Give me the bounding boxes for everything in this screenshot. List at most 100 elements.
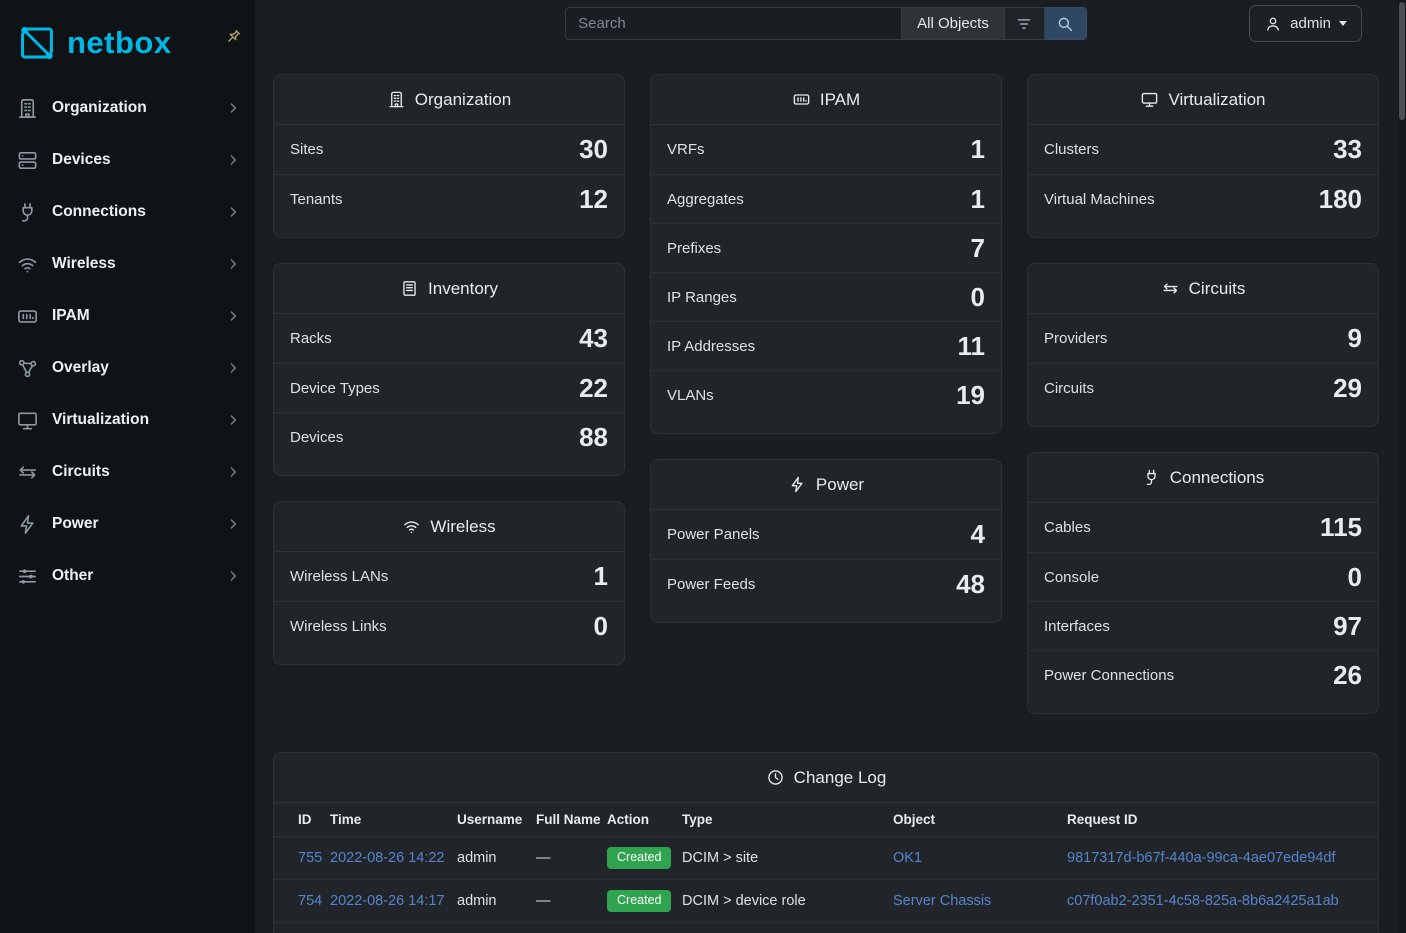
stat-row[interactable]: Power Connections 26 — [1028, 650, 1378, 699]
chevron-right-icon — [225, 568, 241, 584]
building-icon — [387, 90, 406, 109]
changelog-request-id-link[interactable]: c07f0ab2-2351-4c58-825a-8b6a2425a1ab — [1067, 893, 1339, 909]
changelog-time-link[interactable]: 2022-08-26 14:22 — [330, 850, 445, 866]
stat-row[interactable]: Console 0 — [1028, 552, 1378, 601]
changelog-id-link[interactable]: 755 — [298, 850, 323, 866]
stat-row[interactable]: Power Feeds 48 — [651, 559, 1001, 608]
counter-icon — [792, 90, 811, 109]
stat-row[interactable]: Wireless Links 0 — [274, 601, 624, 650]
stat-label: Tenants — [290, 190, 343, 208]
filter-button[interactable] — [1004, 7, 1045, 40]
stat-row[interactable]: Cables 115 — [1028, 503, 1378, 552]
sidebar-item-virtualization[interactable]: Virtualization — [0, 394, 255, 446]
card-body: VRFs 1 Aggregates 1 Prefixes 7 IP Ranges… — [651, 125, 1001, 433]
stat-label: Aggregates — [667, 190, 744, 208]
sidebar-item-label: Devices — [52, 151, 111, 168]
brand: netbox — [0, 0, 255, 80]
stat-value: 1 — [970, 134, 985, 164]
chevron-right-icon — [225, 152, 241, 168]
stat-row[interactable]: Circuits 29 — [1028, 363, 1378, 412]
stat-row[interactable]: Sites 30 — [274, 125, 624, 174]
scrollbar-thumb[interactable] — [1399, 2, 1405, 120]
circuits-card: Circuits Providers 9 Circuits 29 — [1027, 263, 1379, 427]
stat-row[interactable]: Device Types 22 — [274, 363, 624, 412]
pin-sidebar-icon[interactable] — [224, 28, 242, 46]
stat-value: 180 — [1318, 183, 1362, 214]
stat-value: 0 — [593, 610, 608, 641]
sidebar-item-label: Other — [52, 567, 94, 584]
caret-down-icon — [1339, 21, 1347, 26]
sidebar-item-organization[interactable]: Organization — [0, 82, 255, 134]
changelog-object-link[interactable]: Server Chassis — [893, 893, 992, 909]
stat-row[interactable]: IP Ranges 0 — [651, 272, 1001, 321]
stat-row[interactable]: Providers 9 — [1028, 314, 1378, 363]
transfer-icon — [1161, 279, 1180, 298]
stat-row[interactable]: Tenants 12 — [274, 174, 624, 223]
table-row: 755 2022-08-26 14:22 admin — Created DCI… — [274, 836, 1378, 880]
sidebar-item-connections[interactable]: Connections — [0, 186, 255, 238]
netbox-logo-icon — [16, 22, 58, 64]
search-scope-button[interactable]: All Objects — [902, 7, 1005, 40]
card-header: Virtualization — [1028, 75, 1378, 125]
sidebar-item-other[interactable]: Other — [0, 550, 255, 602]
changelog-object-link[interactable]: OK1 — [893, 850, 923, 866]
wireless-card: Wireless Wireless LANs 1 Wireless Links … — [273, 501, 625, 665]
user-menu-button[interactable]: admin — [1249, 5, 1362, 42]
card-body: Clusters 33 Virtual Machines 180 — [1028, 125, 1378, 237]
stat-row[interactable]: Racks 43 — [274, 314, 624, 363]
stat-label: VRFs — [667, 141, 705, 158]
stat-row[interactable]: IP Addresses 11 — [651, 321, 1001, 370]
stat-row[interactable]: Virtual Machines 180 — [1028, 174, 1378, 223]
dashboard-column-3: Virtualization Clusters 33 Virtual Machi… — [1027, 74, 1379, 714]
sidebar-item-ipam[interactable]: IPAM — [0, 290, 255, 342]
chevron-right-icon — [225, 256, 241, 272]
changelog-request-id-link[interactable]: 9817317d-b67f-440a-99ca-4ae07ede94df — [1067, 850, 1336, 866]
stat-value: 88 — [579, 421, 608, 452]
sidebar-item-label: Connections — [52, 203, 146, 220]
stat-value: 33 — [1333, 134, 1362, 164]
sidebar-item-wireless[interactable]: Wireless — [0, 238, 255, 290]
sidebar-item-power[interactable]: Power — [0, 498, 255, 550]
stat-label: Virtual Machines — [1044, 190, 1155, 208]
card-header: Power — [651, 460, 1001, 510]
stat-row[interactable]: Clusters 33 — [1028, 125, 1378, 174]
stat-row[interactable]: Wireless LANs 1 — [274, 552, 624, 601]
power-card: Power Power Panels 4 Power Feeds 48 — [650, 459, 1002, 623]
sidebar-item-label: Virtualization — [52, 411, 150, 428]
changelog-username: admin — [457, 922, 536, 933]
scrollbar-track[interactable] — [1398, 0, 1406, 933]
stat-row[interactable]: Interfaces 97 — [1028, 601, 1378, 650]
sidebar-item-circuits[interactable]: Circuits — [0, 446, 255, 498]
search-input[interactable] — [565, 7, 903, 40]
stat-value: 19 — [956, 379, 985, 410]
username-label: admin — [1290, 15, 1331, 32]
stat-label: IP Ranges — [667, 288, 737, 306]
stat-label: Wireless Links — [290, 617, 387, 635]
sidebar-item-devices[interactable]: Devices — [0, 134, 255, 186]
stat-row[interactable]: Prefixes 7 — [651, 223, 1001, 272]
card-body: Sites 30 Tenants 12 — [274, 125, 624, 237]
sidebar-item-label: IPAM — [52, 307, 90, 324]
stat-row[interactable]: Devices 88 — [274, 412, 624, 461]
search-submit-button[interactable] — [1044, 7, 1087, 40]
stat-row[interactable]: Power Panels 4 — [651, 510, 1001, 559]
changelog-id-link[interactable]: 754 — [298, 893, 323, 909]
changelog-time-link[interactable]: 2022-08-26 14:17 — [330, 893, 445, 909]
stat-label: Racks — [290, 330, 332, 347]
card-body: Power Panels 4 Power Feeds 48 — [651, 510, 1001, 622]
lightning-icon — [788, 475, 807, 494]
column-header-request-id: Request ID — [1067, 812, 1138, 827]
stat-value: 0 — [970, 281, 985, 312]
stat-row[interactable]: Aggregates 1 — [651, 174, 1001, 223]
sidebar-item-overlay[interactable]: Overlay — [0, 342, 255, 394]
sidebar: netbox Organization Devices Connections … — [0, 0, 255, 933]
changelog-username: admin — [457, 836, 536, 880]
stat-row[interactable]: VRFs 1 — [651, 125, 1001, 174]
brand-name[interactable]: netbox — [67, 24, 172, 60]
history-icon — [766, 768, 785, 787]
changelog-username: admin — [457, 879, 536, 923]
stat-row[interactable]: VLANs 19 — [651, 370, 1001, 419]
table-header-row: ID Time Username Full Name Action Type O… — [274, 803, 1378, 837]
changelog-full-name: — — [536, 879, 607, 923]
card-body: Cables 115 Console 0 Interfaces 97 Power… — [1028, 503, 1378, 713]
